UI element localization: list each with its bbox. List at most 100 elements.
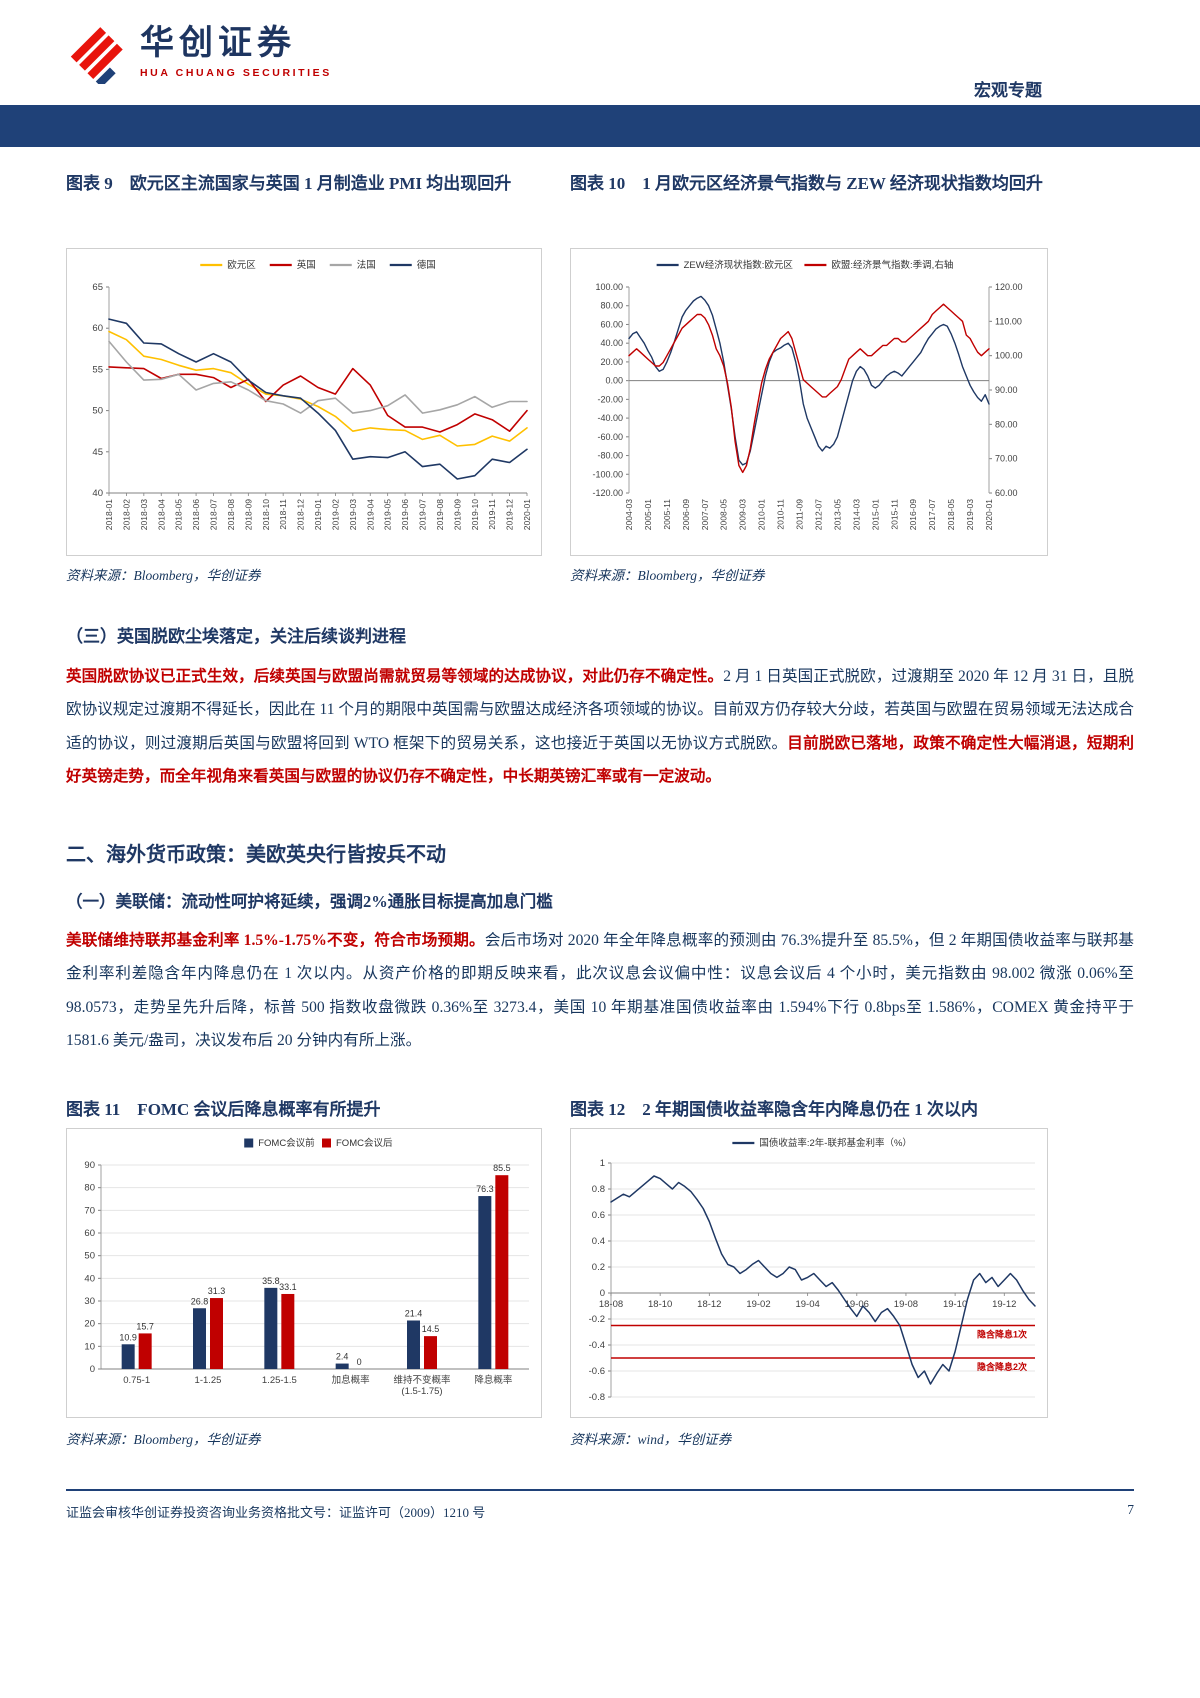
- svg-text:2018-08: 2018-08: [226, 499, 236, 530]
- svg-text:2019-01: 2019-01: [313, 499, 323, 530]
- svg-text:70.00: 70.00: [995, 454, 1018, 464]
- svg-text:100.00: 100.00: [995, 351, 1023, 361]
- svg-text:2018-11: 2018-11: [278, 499, 288, 530]
- svg-text:2007-07: 2007-07: [700, 499, 710, 530]
- svg-text:2004-03: 2004-03: [624, 499, 634, 530]
- figure10-caption: 图表 10 1 月欧元区经济景气指数与 ZEW 经济现状指数均回升: [570, 174, 1043, 193]
- section2-1-heading: （一）美联储：流动性呵护将延续，强调2%通胀目标提高加息门槛: [66, 892, 553, 911]
- svg-text:0.75-1: 0.75-1: [123, 1375, 150, 1386]
- svg-text:2019-08: 2019-08: [435, 499, 445, 530]
- svg-text:-0.8: -0.8: [589, 1392, 605, 1403]
- svg-text:45: 45: [92, 447, 103, 458]
- svg-text:2020-01: 2020-01: [984, 499, 994, 530]
- svg-text:2017-07: 2017-07: [927, 499, 937, 530]
- svg-text:35.8: 35.8: [262, 1276, 280, 1286]
- svg-text:法国: 法国: [357, 259, 376, 271]
- svg-text:19-08: 19-08: [894, 1299, 918, 1310]
- fomc-probability-bar-chart: 0 10 20 30 40 50 60 70 80 90 10.9 26.8 35.8 2.4 21.4 76…: [66, 1128, 542, 1418]
- svg-text:2009-03: 2009-03: [738, 499, 748, 530]
- svg-text:0.2: 0.2: [592, 1262, 605, 1273]
- svg-text:19-12: 19-12: [992, 1299, 1016, 1310]
- svg-text:2018-05: 2018-05: [174, 499, 184, 530]
- page-number: 7: [1127, 1502, 1134, 1517]
- svg-text:40.00: 40.00: [600, 338, 623, 348]
- svg-text:0.4: 0.4: [592, 1236, 605, 1247]
- svg-text:2019-03: 2019-03: [965, 499, 975, 530]
- svg-text:2005-01: 2005-01: [643, 499, 653, 530]
- svg-text:-60.00: -60.00: [597, 432, 623, 442]
- svg-text:26.8: 26.8: [191, 1296, 209, 1306]
- svg-text:10.9: 10.9: [119, 1332, 137, 1342]
- svg-text:2019-10: 2019-10: [470, 499, 480, 530]
- svg-text:19-06: 19-06: [845, 1299, 869, 1310]
- svg-text:60: 60: [84, 1228, 95, 1239]
- svg-text:2014-03: 2014-03: [851, 499, 861, 530]
- svg-text:2019-06: 2019-06: [400, 499, 410, 530]
- svg-text:-100.00: -100.00: [592, 469, 623, 479]
- svg-text:2018-04: 2018-04: [156, 499, 166, 530]
- svg-text:2006-09: 2006-09: [681, 499, 691, 530]
- svg-text:65: 65: [92, 282, 103, 293]
- svg-text:2019-02: 2019-02: [330, 499, 340, 530]
- svg-text:19-04: 19-04: [795, 1299, 819, 1310]
- svg-text:15.7: 15.7: [136, 1321, 154, 1331]
- svg-text:2010-01: 2010-01: [757, 499, 767, 530]
- svg-text:维持不变概率: 维持不变概率: [393, 1374, 451, 1386]
- svg-text:ZEW经济现状指数:欧元区: ZEW经济现状指数:欧元区: [684, 259, 794, 271]
- svg-text:80.00: 80.00: [600, 301, 623, 311]
- figure12-source: 资料来源：wind，华创证券: [570, 1432, 732, 1447]
- brand-subtitle: HUA CHUANG SECURITIES: [140, 67, 332, 80]
- svg-text:2019-07: 2019-07: [418, 499, 428, 530]
- svg-text:2019-09: 2019-09: [452, 499, 462, 530]
- svg-text:14.5: 14.5: [422, 1324, 440, 1334]
- svg-text:110.00: 110.00: [995, 316, 1022, 326]
- svg-text:2013-05: 2013-05: [832, 499, 842, 530]
- svg-text:2019-03: 2019-03: [348, 499, 358, 530]
- svg-text:0.00: 0.00: [605, 376, 623, 386]
- figure11-source: 资料来源：Bloomberg，华创证券: [66, 1432, 261, 1447]
- svg-text:2018-12: 2018-12: [296, 499, 306, 530]
- svg-text:0.8: 0.8: [592, 1184, 605, 1195]
- svg-text:20.00: 20.00: [600, 357, 623, 367]
- svg-text:2018-09: 2018-09: [243, 499, 253, 530]
- svg-text:2010-11: 2010-11: [776, 499, 786, 530]
- header-bar: [0, 105, 1200, 147]
- footer-divider: [66, 1489, 1134, 1491]
- svg-text:30: 30: [84, 1296, 95, 1307]
- svg-text:70: 70: [84, 1205, 95, 1216]
- svg-text:120.00: 120.00: [995, 282, 1023, 292]
- svg-text:加息概率: 加息概率: [332, 1374, 371, 1386]
- svg-text:-120.00: -120.00: [592, 488, 623, 498]
- pmi-line-chart: 40 45 50 55 60 65 2018-01 2018-02 2018-03 2018-04…: [66, 248, 542, 556]
- svg-text:2018-02: 2018-02: [121, 499, 131, 530]
- svg-text:0: 0: [90, 1364, 95, 1375]
- svg-text:2018-06: 2018-06: [191, 499, 201, 530]
- svg-text:2015-11: 2015-11: [889, 499, 899, 530]
- svg-text:2005-11: 2005-11: [662, 499, 672, 530]
- svg-text:2015-01: 2015-01: [870, 499, 880, 530]
- svg-text:-20.00: -20.00: [597, 394, 623, 404]
- figure12-caption: 图表 12 2 年期国债收益率隐含年内降息仍在 1 次以内: [570, 1100, 978, 1119]
- svg-text:1: 1: [600, 1158, 605, 1169]
- svg-text:2018-10: 2018-10: [261, 499, 271, 530]
- svg-text:18-10: 18-10: [648, 1299, 672, 1310]
- svg-text:2019-05: 2019-05: [383, 499, 393, 530]
- svg-text:20: 20: [84, 1319, 95, 1330]
- svg-text:FOMC会议后: FOMC会议后: [336, 1137, 393, 1149]
- svg-text:德国: 德国: [417, 259, 436, 271]
- svg-text:19-10: 19-10: [943, 1299, 967, 1310]
- svg-text:2020-01: 2020-01: [522, 499, 532, 530]
- svg-text:2019-04: 2019-04: [365, 499, 375, 530]
- svg-text:2.4: 2.4: [336, 1352, 349, 1362]
- svg-text:60.00: 60.00: [995, 488, 1018, 498]
- svg-text:33.1: 33.1: [279, 1282, 297, 1292]
- svg-text:FOMC会议前: FOMC会议前: [258, 1137, 314, 1149]
- svg-text:21.4: 21.4: [405, 1308, 423, 1318]
- svg-text:90.00: 90.00: [995, 385, 1018, 395]
- svg-text:40: 40: [84, 1273, 95, 1284]
- fed-paragraph: 美联储维持联邦基金利率 1.5%-1.75%不变，符合市场预期。会后市场对 20…: [66, 932, 1134, 1050]
- svg-text:英国: 英国: [297, 259, 316, 271]
- svg-text:1-1.25: 1-1.25: [195, 1375, 222, 1386]
- svg-text:18-12: 18-12: [697, 1299, 721, 1310]
